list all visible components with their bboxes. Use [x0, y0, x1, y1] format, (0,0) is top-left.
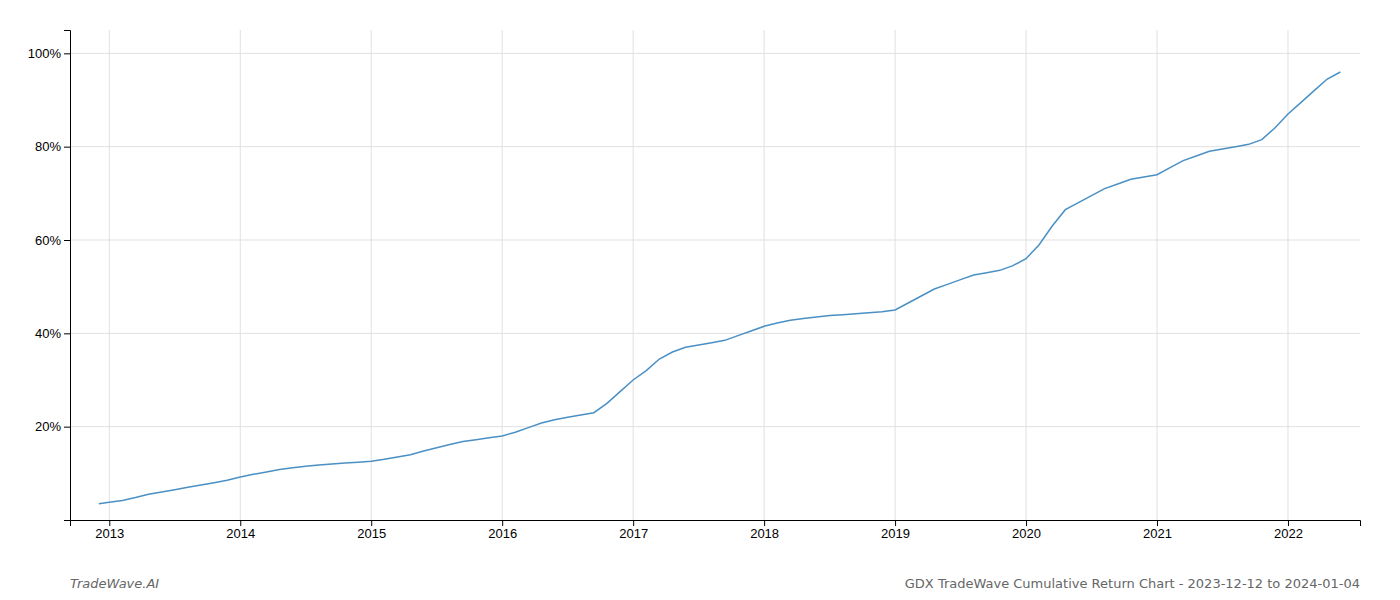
x-tick-label: 2021: [1143, 526, 1172, 541]
x-tick: 2015: [357, 520, 386, 541]
x-tick-label: 2020: [1012, 526, 1041, 541]
x-grid-line: [1157, 30, 1158, 520]
y-tick-mark: [64, 333, 70, 334]
x-tick: 2019: [881, 520, 910, 541]
x-tick-mark: [764, 520, 765, 526]
y-tick-mark: [64, 147, 70, 148]
y-tick-label: 80%: [35, 139, 61, 154]
line: [99, 72, 1341, 504]
marks: [99, 72, 1341, 504]
x-tick-mark: [1026, 520, 1027, 526]
y-tick-label: 60%: [35, 233, 61, 248]
x-axis-line: [71, 521, 1361, 527]
footer-right: GDX TradeWave Cumulative Return Chart - …: [905, 576, 1360, 591]
x-axis: 2013 2014 2015 2016 2017 2018 2019 2020 2021 2022: [71, 520, 1361, 541]
x-tick-label: 2018: [750, 526, 779, 541]
x-tick: 2021: [1143, 520, 1172, 541]
x-tick-label: 2019: [881, 526, 910, 541]
y-tick-mark: [64, 427, 70, 428]
grid: [70, 30, 1360, 520]
y-tick-mark: [64, 53, 70, 54]
x-grid-line: [502, 30, 503, 520]
y-tick: 80%: [35, 139, 70, 154]
y-tick-label: 20%: [35, 419, 61, 434]
y-axis: 20% 40% 60% 80% 100%: [28, 31, 71, 521]
x-tick-mark: [109, 520, 110, 526]
x-tick-mark: [371, 520, 372, 526]
x-tick-label: 2017: [619, 526, 648, 541]
x-grid-line: [109, 30, 110, 520]
y-tick-mark: [64, 240, 70, 241]
x-tick-mark: [1288, 520, 1289, 526]
x-tick: 2013: [95, 520, 124, 541]
y-tick: 100%: [28, 46, 70, 61]
y-grid-line: [70, 53, 1360, 54]
x-grid-line: [371, 30, 372, 520]
x-grid-line: [764, 30, 765, 520]
x-tick-label: 2013: [95, 526, 124, 541]
x-tick-label: 2015: [357, 526, 386, 541]
y-tick-label: 100%: [28, 46, 62, 61]
chart: 2013 2014 2015 2016 2017 2018 2019 2020 2021 2022…: [0, 0, 1400, 600]
x-grid-line: [1026, 30, 1027, 520]
x-tick: 2018: [750, 520, 779, 541]
plot: 2013 2014 2015 2016 2017 2018 2019 2020 2021 2022…: [28, 30, 1361, 541]
x-tick-label: 2016: [488, 526, 517, 541]
x-tick-mark: [502, 520, 503, 526]
x-tick-label: 2014: [226, 526, 255, 541]
x-grid-line: [895, 30, 896, 520]
y-tick-label: 40%: [35, 326, 61, 341]
y-grid-line: [70, 146, 1360, 147]
x-tick-mark: [895, 520, 896, 526]
x-tick-label: 2022: [1274, 526, 1303, 541]
x-tick: 2017: [619, 520, 648, 541]
x-tick: 2014: [226, 520, 255, 541]
footer-left: TradeWave.AI: [70, 576, 159, 591]
footer: TradeWave.AI GDX TradeWave Cumulative Ret…: [70, 576, 1360, 591]
x-grid-line: [240, 30, 241, 520]
y-axis-line: [64, 31, 71, 521]
y-tick: 60%: [35, 233, 70, 248]
x-grid-line: [1287, 30, 1288, 520]
x-tick-mark: [633, 520, 634, 526]
x-tick: 2016: [488, 520, 517, 541]
y-grid-line: [70, 240, 1360, 241]
x-grid-line: [633, 30, 634, 520]
x-tick-mark: [1157, 520, 1158, 526]
y-grid-line: [70, 333, 1360, 334]
x-tick: 2020: [1012, 520, 1041, 541]
y-grid-line: [70, 426, 1360, 427]
x-tick-mark: [240, 520, 241, 526]
x-tick: 2022: [1274, 520, 1303, 541]
y-tick: 20%: [35, 419, 70, 434]
y-tick: 40%: [35, 326, 70, 341]
